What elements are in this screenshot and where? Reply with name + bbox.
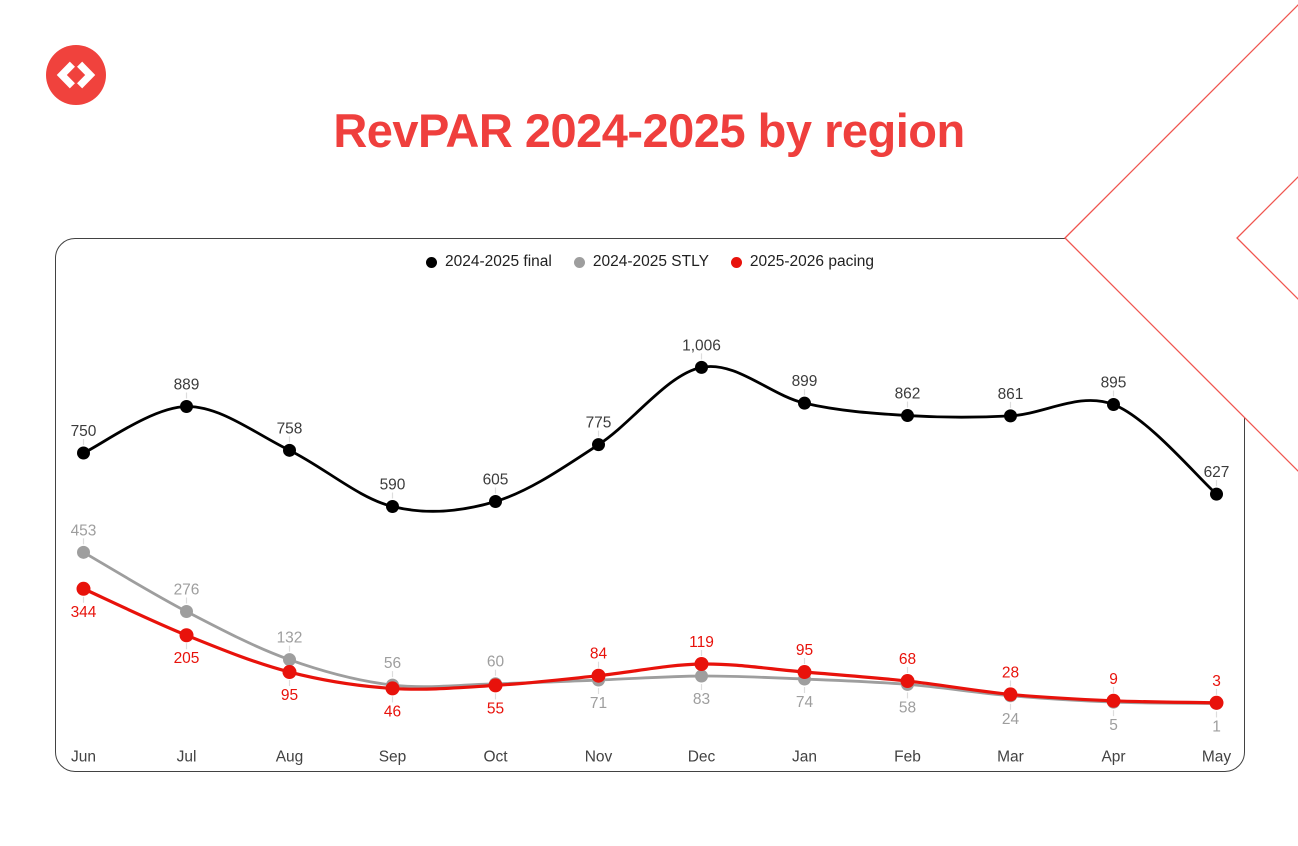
data-point-0 <box>592 438 605 452</box>
data-point-1 <box>283 653 296 667</box>
value-label-2: 205 <box>174 650 200 667</box>
value-label-1: 71 <box>590 695 607 712</box>
data-point-0 <box>283 443 296 457</box>
value-label-0: 1,006 <box>682 337 721 354</box>
data-point-0 <box>1107 398 1120 412</box>
legend-label-final: 2024-2025 final <box>444 253 552 270</box>
data-point-2 <box>385 681 400 696</box>
data-point-2 <box>76 581 91 596</box>
legend-dot-pacing <box>730 256 742 268</box>
value-label-1: 56 <box>384 655 401 672</box>
x-axis-label: Jan <box>792 749 817 766</box>
value-label-0: 605 <box>483 471 509 488</box>
value-label-0: 889 <box>174 377 200 394</box>
value-label-2: 344 <box>71 604 97 621</box>
value-label-1: 74 <box>796 694 814 711</box>
x-axis-label: Dec <box>688 749 716 766</box>
value-label-2: 119 <box>689 634 714 651</box>
legend-dot-stly <box>573 256 585 268</box>
data-point-0 <box>901 409 914 423</box>
value-label-1: 24 <box>1002 711 1020 728</box>
data-point-2 <box>694 657 709 672</box>
data-point-2 <box>591 668 606 683</box>
data-point-1 <box>695 669 708 683</box>
data-point-0 <box>489 494 502 508</box>
value-label-1: 83 <box>693 691 710 708</box>
revpar-line-chart: Jun Jul Aug Sep Oct Nov Dec Jan Feb Mar Apr May 453 2… <box>71 337 1232 766</box>
x-axis-label: Feb <box>894 749 921 766</box>
legend-label-stly: 2024-2025 STLY <box>592 253 709 270</box>
x-axis-label: Nov <box>585 749 613 766</box>
value-label-2: 46 <box>384 703 401 720</box>
x-axis-label: Apr <box>1101 749 1125 766</box>
x-axis-label: Sep <box>379 749 407 766</box>
legend-item-final: 2024-2025 final <box>425 253 552 271</box>
data-point-0 <box>695 360 708 374</box>
page-title: RevPAR 2024-2025 by region <box>333 104 965 157</box>
data-point-0 <box>180 400 193 414</box>
legend-dot-final <box>425 256 437 268</box>
value-label-2: 55 <box>487 700 504 717</box>
value-label-1: 132 <box>277 630 303 647</box>
value-label-1: 276 <box>174 582 200 599</box>
value-label-0: 861 <box>998 386 1024 403</box>
value-label-0: 590 <box>380 477 406 494</box>
value-label-0: 775 <box>586 415 612 432</box>
value-label-0: 899 <box>792 373 818 390</box>
value-label-0: 862 <box>895 386 921 403</box>
value-label-2: 84 <box>590 646 608 663</box>
data-point-0 <box>77 446 90 460</box>
value-label-1: 453 <box>71 522 97 539</box>
data-point-0 <box>1004 409 1017 423</box>
value-label-0: 627 <box>1204 464 1230 481</box>
data-point-2 <box>282 665 297 680</box>
value-label-2: 95 <box>796 642 813 659</box>
x-axis-label: Oct <box>483 749 508 766</box>
data-point-2 <box>179 628 194 643</box>
x-axis-label: Aug <box>276 749 304 766</box>
legend-item-pacing: 2025-2026 pacing <box>730 253 875 271</box>
data-point-2 <box>900 674 915 689</box>
x-axis-label: Jul <box>177 749 197 766</box>
value-label-1: 5 <box>1109 717 1118 734</box>
value-label-1: 58 <box>899 699 916 716</box>
legend-label-pacing: 2025-2026 pacing <box>749 253 875 270</box>
series-line-1 <box>82 550 1218 705</box>
data-point-0 <box>386 500 399 514</box>
value-label-2: 3 <box>1212 673 1221 690</box>
value-label-0: 750 <box>71 423 97 440</box>
data-point-0 <box>1210 487 1223 501</box>
value-label-2: 95 <box>281 687 298 704</box>
series-line-0 <box>82 365 1218 513</box>
data-point-2 <box>797 665 812 680</box>
value-label-1: 60 <box>487 654 505 671</box>
data-point-0 <box>798 396 811 410</box>
legend-item-stly: 2024-2025 STLY <box>573 253 709 271</box>
series-line-2 <box>81 587 1219 705</box>
x-axis-label: May <box>1202 749 1232 766</box>
data-point-2 <box>1209 695 1224 710</box>
data-point-2 <box>1003 687 1018 702</box>
value-label-1: 1 <box>1212 718 1221 735</box>
value-label-2: 68 <box>899 651 916 668</box>
x-axis-label: Mar <box>997 749 1024 766</box>
value-label-2: 28 <box>1002 664 1019 681</box>
data-point-2 <box>1106 693 1121 708</box>
data-point-1 <box>77 545 90 559</box>
value-label-2: 9 <box>1109 671 1118 688</box>
chart-card: 2024-2025 final 2024-2025 STLY 2025-2026… <box>55 238 1245 772</box>
data-point-1 <box>180 605 193 619</box>
x-axis-label: Jun <box>71 749 96 766</box>
value-label-0: 895 <box>1101 375 1127 392</box>
logo <box>46 45 106 105</box>
data-point-2 <box>488 678 503 693</box>
value-label-0: 758 <box>277 420 303 437</box>
code-chevrons-icon <box>46 45 106 105</box>
chart-legend: 2024-2025 final 2024-2025 STLY 2025-2026… <box>56 253 1244 271</box>
